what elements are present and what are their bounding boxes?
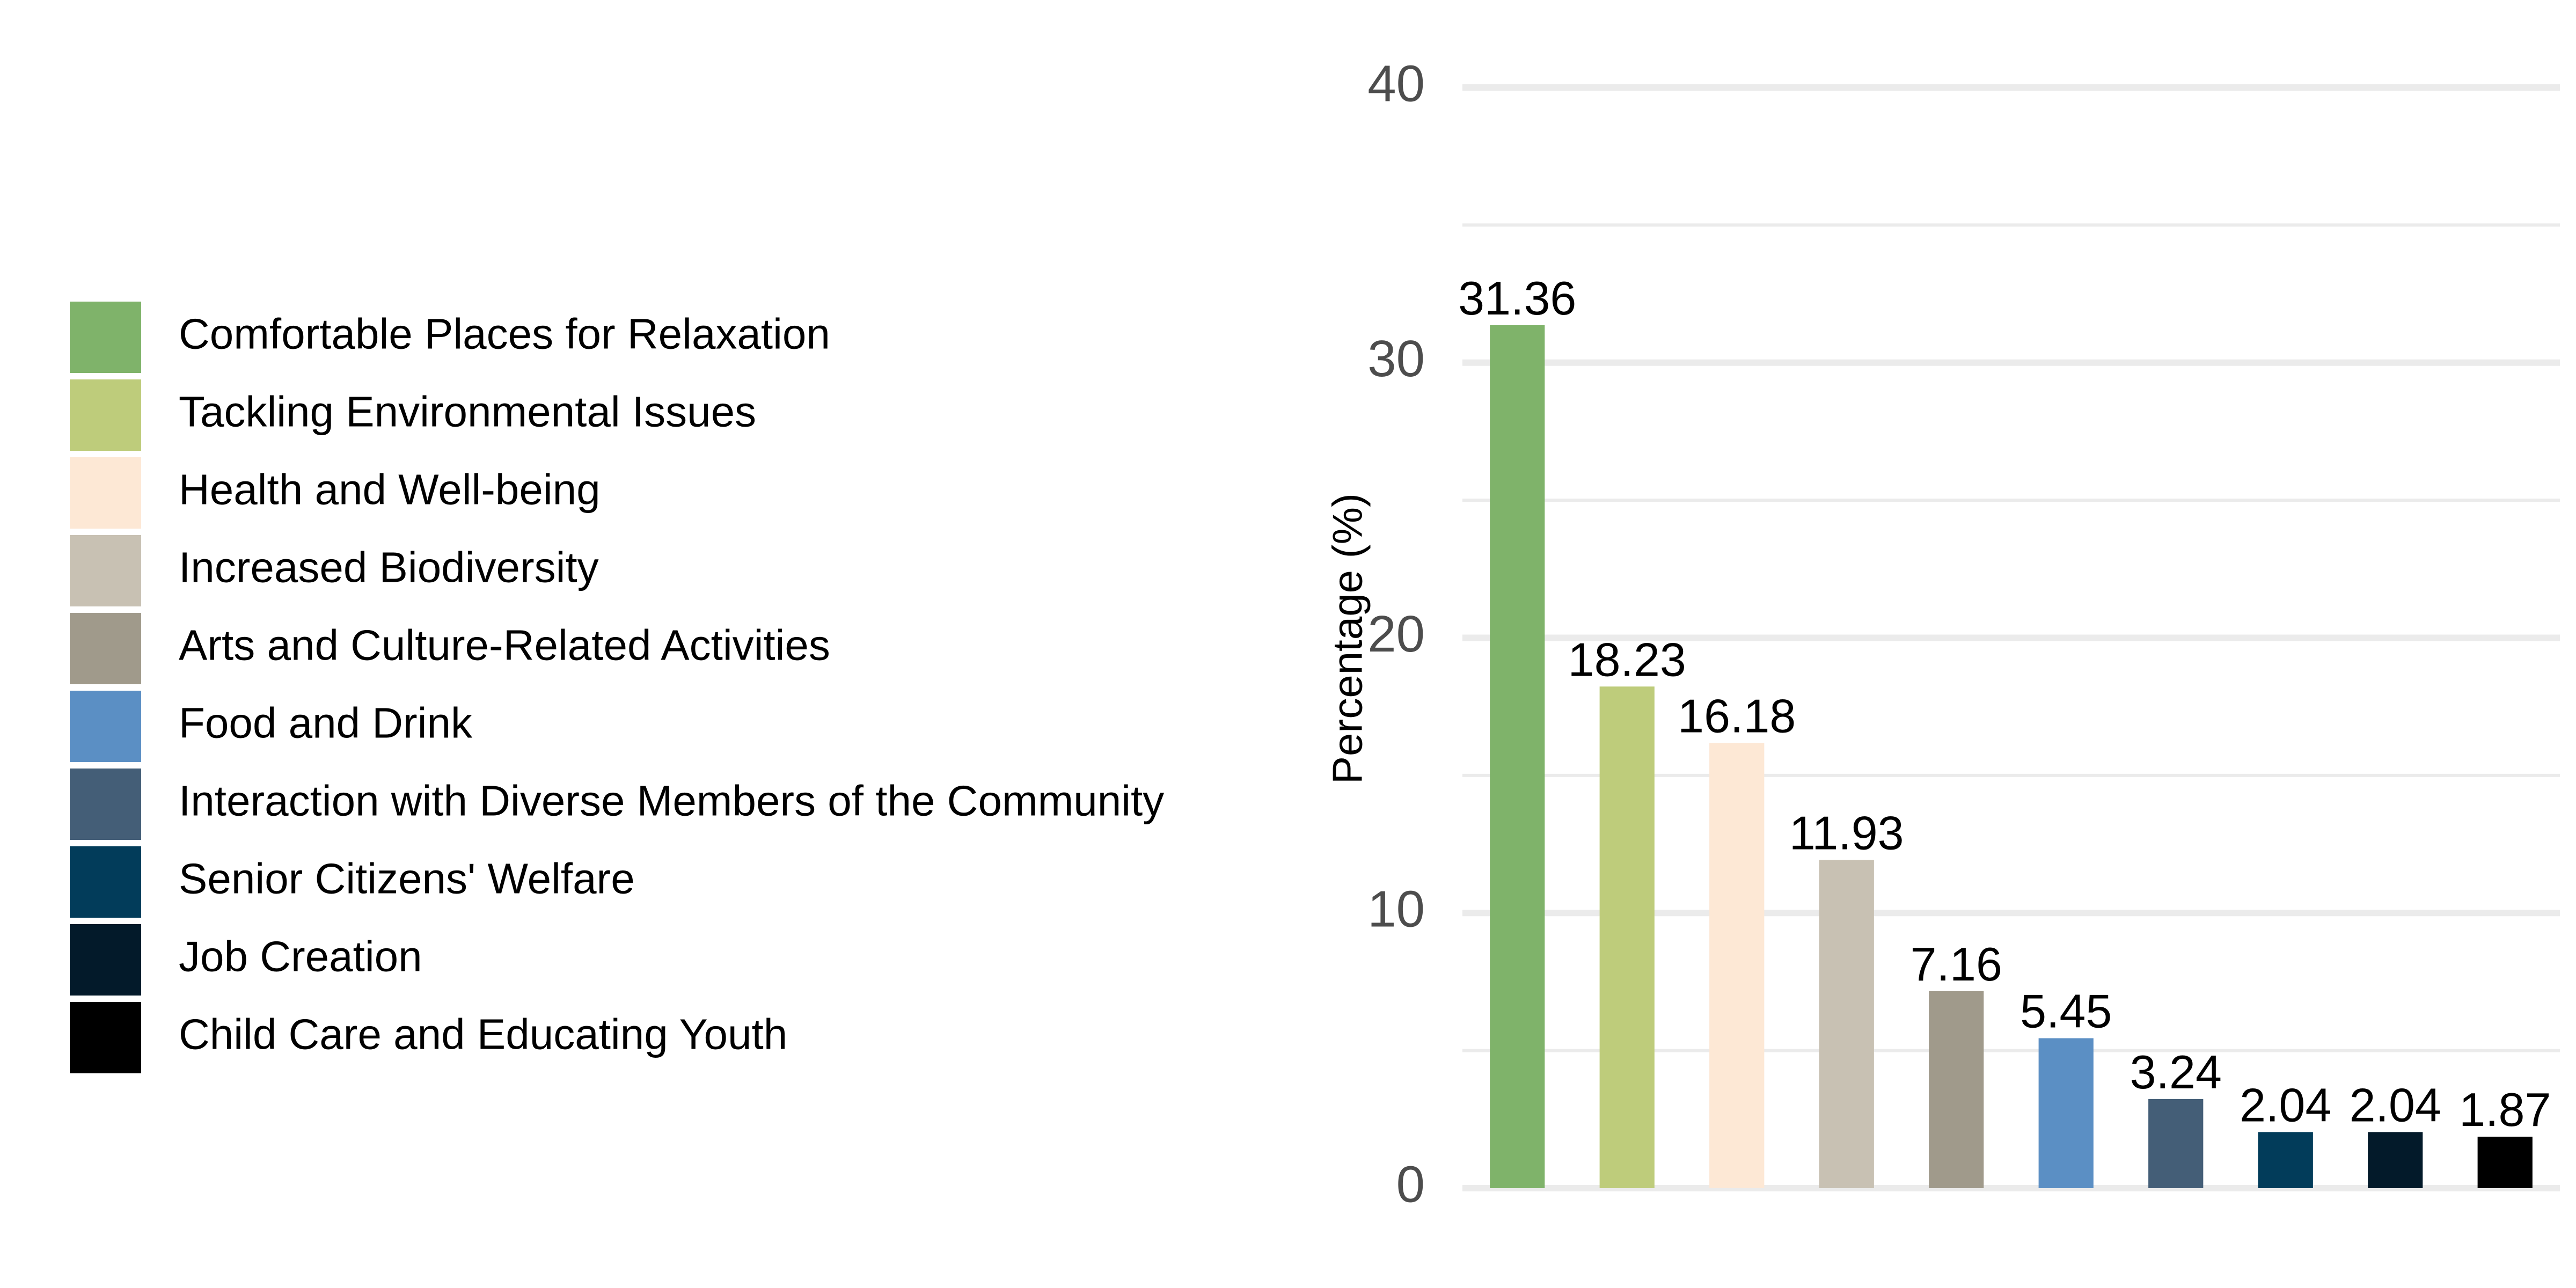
y-axis-ticks: 0 10 20 30 40: [1367, 55, 1425, 1213]
legend-label: Child Care and Educating Youth: [179, 1011, 787, 1058]
y-tick-label: 0: [1396, 1155, 1425, 1213]
bar: [1929, 991, 1984, 1188]
legend-label: Tackling Environmental Issues: [179, 388, 756, 436]
bar: [1819, 860, 1874, 1188]
y-tick-label: 40: [1367, 55, 1425, 112]
y-tick-label: 30: [1367, 330, 1425, 387]
legend-key: [70, 302, 141, 373]
legend-key: [70, 379, 141, 451]
legend-key: [70, 769, 141, 840]
bar-data-label: 2.04: [2350, 1078, 2441, 1131]
bar-data-label: 16.18: [1678, 689, 1796, 742]
bar: [1490, 325, 1545, 1188]
y-tick-label: 10: [1367, 881, 1425, 938]
bar-data-label: 7.16: [1911, 938, 2002, 991]
bar-data-label: 1.87: [2459, 1083, 2551, 1136]
legend-label: Food and Drink: [179, 699, 473, 747]
bar: [2038, 1038, 2094, 1188]
bar-data-label: 11.93: [1789, 806, 1904, 859]
legend-label: Comfortable Places for Relaxation: [179, 310, 830, 358]
legend: Comfortable Places for Relaxation Tacklin…: [70, 302, 1164, 1073]
legend-key: [70, 1002, 141, 1073]
legend-label: Job Creation: [179, 933, 422, 980]
legend-key: [70, 924, 141, 996]
legend-label: Increased Biodiversity: [179, 544, 599, 591]
bar-data-label: 3.24: [2130, 1045, 2222, 1099]
legend-key: [70, 691, 141, 762]
bar: [2477, 1137, 2533, 1188]
y-tick-label: 20: [1367, 605, 1425, 663]
bar: [1709, 743, 1765, 1188]
y-axis-title: Percentage (%): [1324, 493, 1371, 784]
legend-key: [70, 457, 141, 529]
bar-data-label: 5.45: [2020, 985, 2112, 1038]
bar: [1599, 686, 1655, 1188]
legend-key: [70, 613, 141, 684]
legend-key: [70, 535, 141, 606]
legend-label: Health and Well-being: [179, 466, 601, 514]
bar-data-label: 2.04: [2240, 1078, 2331, 1131]
bar: [2258, 1132, 2313, 1188]
legend-label: Arts and Culture-Related Activities: [179, 621, 830, 669]
bar: [2368, 1132, 2423, 1188]
bars: [1490, 325, 2533, 1188]
bar: [2148, 1099, 2204, 1188]
legend-label: Interaction with Diverse Members of the …: [179, 777, 1164, 825]
legend-key: [70, 846, 141, 918]
bar-data-label: 31.36: [1458, 272, 1576, 325]
legend-label: Senior Citizens' Welfare: [179, 855, 635, 903]
bar-data-label: 18.23: [1568, 633, 1686, 686]
